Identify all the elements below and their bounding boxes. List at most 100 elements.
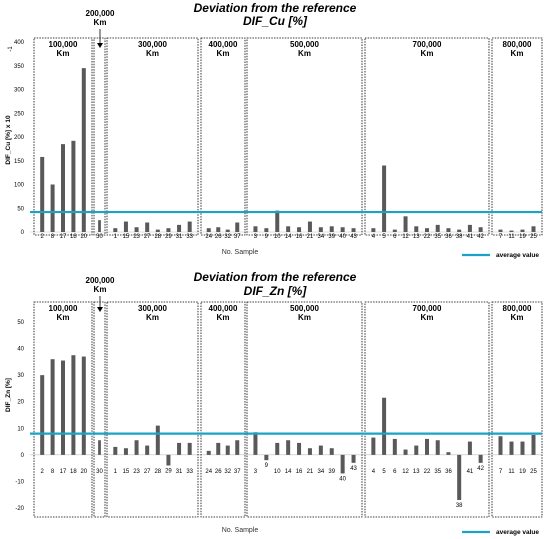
bar [206,450,211,455]
group-label: 400,000 [209,40,238,49]
group-box [491,301,543,518]
bar [134,440,139,455]
group-unit: Km [217,313,230,322]
bar [382,397,387,455]
x-tick-label: 33 [186,234,193,240]
bar [235,222,240,232]
x-tick-label: 1 [114,469,118,475]
y-tick-label: 100 [14,183,25,189]
bar [478,227,483,232]
y-tick-label: 150 [14,159,25,165]
group-label: 500,000 [290,40,319,49]
x-tick-label: 37 [234,469,241,475]
bar [340,454,345,474]
bar [206,228,211,232]
y-tick-label: 50 [17,206,24,212]
x-tick-label: 9 [265,234,269,240]
bar [531,226,536,232]
bar [392,229,397,232]
bar [318,445,323,455]
group-box [246,37,363,236]
group-label: 500,000 [290,304,319,313]
x-tick-label: 22 [424,234,431,240]
bar [425,438,429,455]
bar [225,229,230,232]
group-box [246,301,363,518]
x-tick-label: 7 [499,469,503,475]
x-tick-label: 33 [186,469,193,475]
x-tick-label: 7 [499,234,503,240]
bar [155,425,160,455]
x-tick-label: 16 [296,469,303,475]
x-tick-label: 28 [154,234,161,240]
x-tick-label: 14 [285,469,292,475]
bar [187,221,192,232]
legend-label: average value [496,252,539,259]
group-box [93,37,106,236]
bar [457,454,462,501]
bar [61,360,65,455]
bar [318,227,323,232]
x-tick-label: 27 [144,469,151,475]
x-tick-label: 32 [224,234,231,240]
bar [382,165,387,232]
x-tick-label: 35 [434,469,441,475]
bar [177,442,182,455]
bar [414,226,419,232]
x-tick-label: 3 [254,234,258,240]
bar [435,440,440,455]
x-tick-label: 34 [318,234,325,240]
chart-subtitle: DIF_Cu [%] [243,14,308,28]
x-tick-label: 20 [80,234,87,240]
y-tick-label: 250 [14,111,25,117]
x-tick-label: 32 [224,469,231,475]
bar [166,228,171,232]
x-tick-label: 36 [445,234,452,240]
bar [371,228,376,232]
bar [446,228,451,232]
x-tick-label: 10 [274,469,281,475]
x-tick-label: 26 [215,469,222,475]
bar [50,184,55,232]
group-label: 800,000 [503,40,532,49]
x-tick-label: 31 [176,234,183,240]
bar [286,226,291,232]
group-label: 300,000 [138,304,167,313]
chart-title: Deviation from the reference [194,270,357,284]
group-label: 200,000 [86,9,115,18]
group-unit: Km [146,313,159,322]
group-label: 700,000 [413,304,442,313]
group-label: 400,000 [209,304,238,313]
x-tick-label: 21 [307,469,314,475]
bar [40,156,45,232]
bar [435,224,440,232]
bar [216,442,221,455]
bar [81,68,86,232]
group-unit: Km [421,313,434,322]
x-tick-label: 29 [165,234,172,240]
bar [253,432,258,455]
x-tick-label: 2 [41,469,45,475]
group-arrow-head [97,43,103,48]
bar [520,229,525,232]
bar [275,442,280,455]
x-tick-label: 30 [96,234,103,240]
y-axis-label: DIF_Cu [%] x 10 [5,115,12,165]
y-tick-label: 30 [17,373,24,379]
bar [403,449,408,455]
x-tick-label: 23 [133,469,140,475]
group-box [200,37,246,236]
bar [286,440,291,455]
bar [446,452,451,455]
x-tick-label: 19 [519,234,526,240]
group-unit: Km [298,313,311,322]
y-tick-label: 0 [21,453,25,459]
x-tick-label: 3 [254,469,258,475]
bar [467,224,472,232]
chart-title: Deviation from the reference [194,1,357,15]
bar [371,437,376,455]
bar [155,229,160,232]
bar [478,454,483,463]
x-tick-label: 42 [477,234,484,240]
